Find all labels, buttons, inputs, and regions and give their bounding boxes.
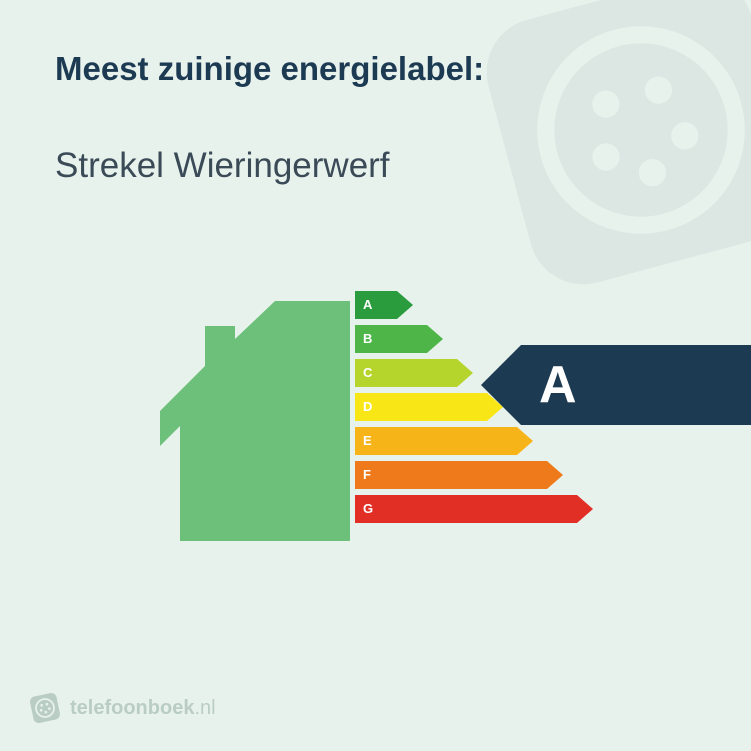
energy-bar-body <box>355 393 487 421</box>
energy-bar-label: D <box>363 393 372 421</box>
energy-bar-f: F <box>355 461 563 489</box>
energy-bar-label: E <box>363 427 372 455</box>
energy-bar-label: C <box>363 359 372 387</box>
energy-bar-c: C <box>355 359 473 387</box>
energy-bar-label: B <box>363 325 372 353</box>
energy-bar-label: G <box>363 495 373 523</box>
energy-bar-e: E <box>355 427 533 455</box>
energy-bar-a: A <box>355 291 413 319</box>
rating-letter: A <box>539 359 577 411</box>
energy-bar-arrow <box>457 359 473 387</box>
rating-badge-body: A <box>521 345 751 425</box>
energy-bar-body <box>355 495 577 523</box>
energy-bar-arrow <box>547 461 563 489</box>
energy-bar-body <box>355 291 397 319</box>
footer-brand: telefoonboek.nl <box>30 693 216 723</box>
energy-bar-body <box>355 427 517 455</box>
house-icon <box>160 301 350 541</box>
energy-bar-b: B <box>355 325 443 353</box>
brand-tld: .nl <box>194 697 215 719</box>
energy-bar-g: G <box>355 495 593 523</box>
energy-bar-arrow <box>577 495 593 523</box>
rating-badge: A <box>481 345 751 425</box>
energy-bar-body <box>355 461 547 489</box>
energy-bar-arrow <box>427 325 443 353</box>
energy-bar-arrow <box>517 427 533 455</box>
energy-bar-arrow <box>397 291 413 319</box>
energy-label-card: Meest zuinige energielabel: Strekel Wier… <box>0 0 751 751</box>
energy-bar-label: A <box>363 291 372 319</box>
energy-bar-label: F <box>363 461 371 489</box>
phone-dial-icon <box>27 690 63 726</box>
brand-name: telefoonboek <box>70 697 194 719</box>
rating-badge-arrow <box>481 345 521 425</box>
footer-text: telefoonboek.nl <box>70 697 216 720</box>
